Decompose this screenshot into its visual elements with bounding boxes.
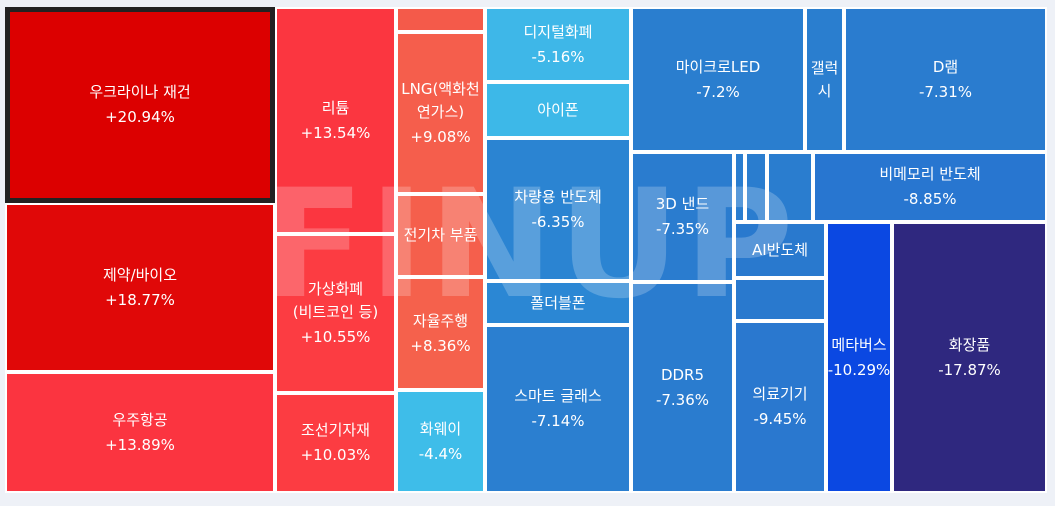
tile-name: 디지털화폐: [523, 22, 593, 41]
tile-name: 가상화폐(비트코인 등): [292, 280, 379, 321]
tile-change-percent: -7.36%: [655, 390, 710, 409]
tile-unlabeled[interactable]: [767, 152, 813, 222]
tile-change-percent: -7.35%: [655, 220, 710, 238]
tile-change-percent: -10.29%: [827, 360, 891, 379]
tile-name: LNG(액화천연가스): [401, 79, 480, 121]
tile-name: 마이크로LED: [675, 57, 761, 76]
tile-name: 폴더블폰: [530, 293, 586, 312]
tile-medical-devices[interactable]: 의료기기 -9.45%: [734, 321, 826, 493]
tile-change-percent: +13.89%: [105, 435, 175, 454]
tile-name: D램: [932, 57, 959, 76]
tile-metaverse[interactable]: 메타버스 -10.29%: [826, 222, 892, 493]
tile-ddr5[interactable]: DDR5 -7.36%: [631, 282, 734, 493]
tile-cosmetics[interactable]: 화장품 -17.87%: [892, 222, 1047, 493]
tile-smart-glasses[interactable]: 스마트 글래스 -7.14%: [485, 325, 631, 493]
tile-name: 스마트 글래스: [514, 387, 602, 405]
tile-name: 갤럭시: [810, 58, 839, 100]
tile-change-percent: -7.31%: [918, 82, 973, 101]
tile-automotive-semiconductor[interactable]: 차량용 반도체 -6.35%: [485, 138, 631, 281]
tile-unlabeled[interactable]: [745, 152, 767, 222]
tile-aerospace[interactable]: 우주항공 +13.89%: [5, 372, 275, 493]
tile-unlabeled[interactable]: [734, 152, 745, 222]
tile-lithium[interactable]: 리튬 +13.54%: [275, 7, 396, 234]
tile-name: 차량용 반도체: [514, 187, 602, 206]
tile-change-percent: +10.03%: [300, 446, 371, 464]
tile-autonomous-driving[interactable]: 자율주행 +8.36%: [396, 277, 485, 390]
tile-digital-currency[interactable]: 디지털화폐 -5.16%: [485, 7, 631, 82]
tile-change-percent: -4.4%: [418, 444, 463, 463]
tile-change-percent: -17.87%: [938, 360, 1001, 379]
tile-iphone[interactable]: 아이폰: [485, 82, 631, 138]
tile-name: 아이폰: [537, 100, 579, 119]
tile-foldable-phone[interactable]: 폴더블폰: [485, 281, 631, 325]
tile-name: 메타버스: [831, 335, 887, 354]
tile-ai-semiconductor[interactable]: AI반도체: [734, 222, 826, 278]
tile-change-percent: +13.54%: [300, 123, 371, 142]
tile-name: 리튬: [321, 98, 350, 117]
tile-name: DDR5: [660, 365, 705, 384]
tile-name: 우주항공: [112, 410, 168, 429]
tile-name: 전기차 부품: [403, 226, 478, 244]
tile-unlabeled[interactable]: [734, 278, 826, 321]
tile-name: 3D 낸드: [655, 195, 710, 213]
tile-name: 화웨이: [419, 419, 462, 438]
tile-name: 비메모리 반도체: [879, 165, 981, 183]
tile-change-percent: +10.55%: [300, 328, 371, 346]
tile-3d-nand[interactable]: 3D 낸드 -7.35%: [631, 152, 734, 282]
tile-change-percent: -7.14%: [531, 412, 585, 430]
tile-name: AI반도체: [751, 240, 809, 259]
tile-micro-led[interactable]: 마이크로LED -7.2%: [631, 7, 805, 152]
tile-change-percent: +8.36%: [410, 336, 471, 355]
tile-crypto[interactable]: 가상화폐(비트코인 등) +10.55%: [275, 234, 396, 393]
tile-change-percent: +18.77%: [105, 290, 175, 309]
tile-non-memory-semiconductor[interactable]: 비메모리 반도체 -8.85%: [813, 152, 1047, 222]
tile-name: 자율주행: [412, 311, 469, 330]
tile-unlabeled[interactable]: [396, 7, 485, 32]
tile-name: 제약/바이오: [102, 265, 178, 284]
tile-ev-parts[interactable]: 전기차 부품: [396, 194, 485, 277]
tile-change-percent: -8.85%: [903, 190, 957, 208]
tile-change-percent: +9.08%: [410, 127, 471, 146]
tile-ukraine-reconstruction[interactable]: 우크라이나 재건 +20.94%: [5, 7, 275, 203]
tile-change-percent: -7.2%: [696, 82, 740, 101]
tile-change-percent: -5.16%: [531, 47, 585, 66]
tile-galaxy[interactable]: 갤럭시: [805, 7, 844, 152]
tile-pharma-bio[interactable]: 제약/바이오 +18.77%: [5, 203, 275, 372]
tile-change-percent: -6.35%: [531, 212, 585, 231]
tile-dram[interactable]: D램 -7.31%: [844, 7, 1047, 152]
tile-name: 의료기기: [752, 385, 808, 403]
tile-huawei[interactable]: 화웨이 -4.4%: [396, 390, 485, 493]
tile-change-percent: -9.45%: [753, 410, 807, 428]
tile-name: 조선기자재: [300, 421, 370, 439]
tile-name: 화장품: [948, 335, 991, 354]
tile-lng[interactable]: LNG(액화천연가스) +9.08%: [396, 32, 485, 194]
tile-name: 우크라이나 재건: [89, 83, 191, 101]
tile-change-percent: +20.94%: [105, 108, 175, 126]
tile-shipbuilding-equipment[interactable]: 조선기자재 +10.03%: [275, 393, 396, 493]
